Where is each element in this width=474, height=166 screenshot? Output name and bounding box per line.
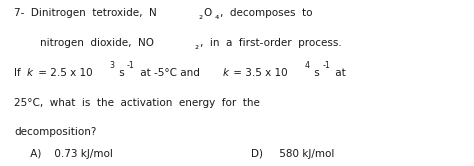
Text: If: If <box>14 68 24 78</box>
Text: ,  in  a  first-order  process.: , in a first-order process. <box>200 38 342 48</box>
Text: 3: 3 <box>109 61 114 70</box>
Text: 25°C,  what  is  the  activation  energy  for  the: 25°C, what is the activation energy for … <box>14 98 260 108</box>
Text: ,  decomposes  to: , decomposes to <box>220 8 312 18</box>
Text: decomposition?: decomposition? <box>14 127 97 137</box>
Text: k: k <box>222 68 228 78</box>
Text: 7-  Dinitrogen  tetroxide,  N: 7- Dinitrogen tetroxide, N <box>14 8 157 18</box>
Text: at -5°C and: at -5°C and <box>137 68 203 78</box>
Text: k: k <box>27 68 33 78</box>
Text: O: O <box>204 8 212 18</box>
Text: s: s <box>311 68 320 78</box>
Text: at: at <box>332 68 346 78</box>
Text: nitrogen  dioxide,  NO: nitrogen dioxide, NO <box>14 38 154 48</box>
Text: s: s <box>116 68 124 78</box>
Text: ₂: ₂ <box>199 11 202 21</box>
Text: -1: -1 <box>322 61 330 70</box>
Text: -1: -1 <box>127 61 135 70</box>
Text: 4: 4 <box>304 61 310 70</box>
Text: = 3.5 x 10: = 3.5 x 10 <box>230 68 288 78</box>
Text: ₂: ₂ <box>195 41 199 51</box>
Text: ₄: ₄ <box>214 11 219 21</box>
Text: D)     580 kJ/mol: D) 580 kJ/mol <box>251 149 335 159</box>
Text: A)    0.73 kJ/mol: A) 0.73 kJ/mol <box>14 149 113 159</box>
Text: = 2.5 x 10: = 2.5 x 10 <box>35 68 92 78</box>
